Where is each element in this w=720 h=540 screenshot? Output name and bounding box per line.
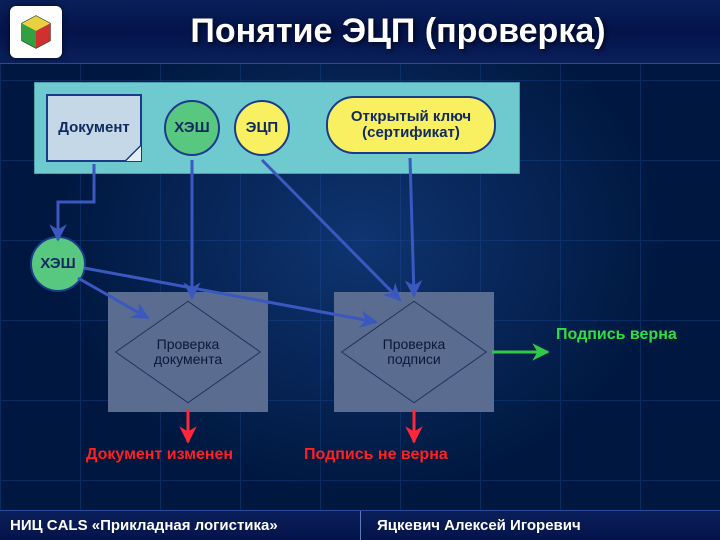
footer-bar: НИЦ CALS «Прикладная логистика» Яцкевич …: [0, 510, 720, 540]
arrows-layer: [0, 64, 720, 510]
arrow-doc-to-hash2: [58, 164, 94, 240]
header-bar: Понятие ЭЦП (проверка): [0, 0, 720, 64]
arrow-hash2-to-checkdoc: [78, 278, 148, 318]
cube-icon: [17, 13, 55, 51]
arrow-ecp-to-checksig: [262, 160, 400, 300]
slide-title: Понятие ЭЦП (проверка): [76, 12, 720, 51]
arrow-pkey-to-checksig: [410, 158, 414, 296]
footer-right: Яцкевич Алексей Игоревич: [361, 517, 720, 534]
arrow-hash2-to-checksig: [84, 268, 376, 322]
footer-left: НИЦ CALS «Прикладная логистика»: [0, 517, 360, 534]
diagram-stage: Документ ХЭШ ЭЦП Открытый ключ (сертифик…: [0, 64, 720, 510]
logo-icon: [10, 6, 62, 58]
